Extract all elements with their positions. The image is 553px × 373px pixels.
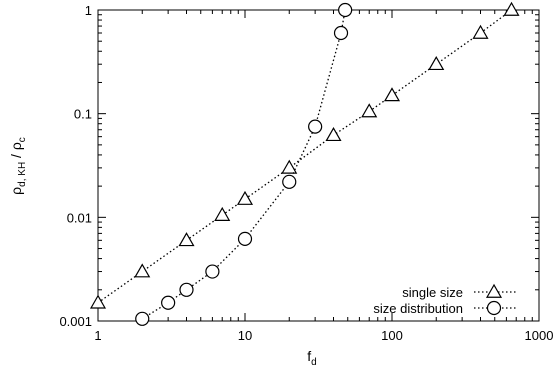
y-tick-label: 1 [85,3,92,18]
triangle-point [383,87,401,102]
triangle-point [428,55,445,71]
y-axis-label-sub1: d, KH [17,162,28,187]
series-layer [89,1,520,326]
plot-frame [97,9,540,322]
x-tick-label: 10 [238,328,252,343]
legend: single size size distribution [373,283,518,316]
triangle-point [178,232,195,247]
triangle-point [236,190,254,205]
circle-point [333,25,349,41]
legend-label-size-distribution: size distribution [373,301,463,316]
triangle-point [472,24,489,39]
series-line-size-distribution [141,9,346,320]
x-axis-label-sub: d [311,357,317,368]
circle-point [135,311,150,326]
y-axis-label-slash: / ρ [8,142,24,162]
legend-label-single-size: single size [402,285,463,300]
y-tick-label: 0.01 [67,210,92,225]
circle-point [282,174,297,189]
triangle-point [134,263,151,278]
circle-point [161,295,176,310]
x-axis-label: fd [307,348,316,368]
y-axis-label-main: ρ [8,187,24,195]
circle-point [179,282,194,297]
circle-point [237,231,253,246]
triangle-point [503,1,520,16]
x-axis-label-main: f [307,348,311,364]
y-tick-label: 0.1 [74,107,92,122]
series-line-single-size [97,9,512,304]
triangle-point [89,294,107,309]
triangle-point [361,103,378,118]
y-tick-label: 0.001 [59,314,92,329]
axis-ticks: 1 10 100 1000 0.001 0.01 0.1 1 [59,3,553,343]
triangle-point [281,159,298,174]
circle-point [308,119,323,134]
legend-circle-marker [486,300,502,316]
y-axis-label-sub2: c [17,137,28,142]
y-axis-label: ρd, KH / ρc [8,137,28,195]
circle-point [205,264,220,279]
x-tick-label: 100 [381,328,403,343]
triangle-point [214,206,231,221]
x-tick-label: 1000 [525,328,553,343]
x-tick-label: 1 [94,328,101,343]
circle-point [338,2,353,18]
triangle-point [325,126,342,142]
legend-triangle-marker [485,283,503,298]
